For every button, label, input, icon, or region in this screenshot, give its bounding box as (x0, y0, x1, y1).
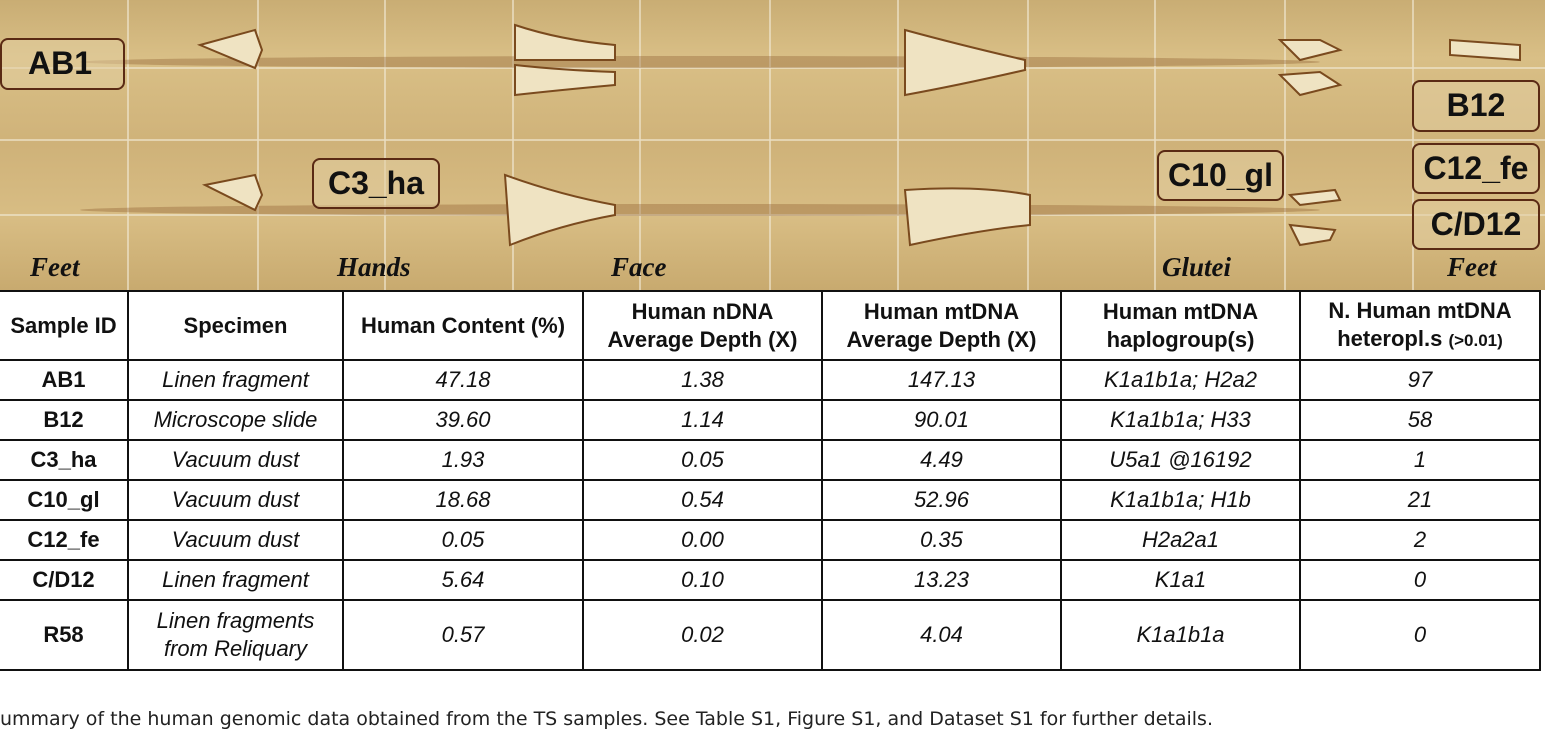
table-cell: 0.05 (342, 519, 584, 561)
sample-tag: AB1 (0, 38, 125, 90)
table-cell: Linen fragment (127, 559, 344, 601)
sample-tag: C/D12 (1412, 199, 1540, 250)
table-cell: Microscope slide (127, 399, 344, 441)
table-cell: H2a2a1 (1060, 519, 1301, 561)
region-label: Feet (30, 252, 80, 282)
table-cell: C10_gl (0, 479, 129, 521)
table-cell: 0 (1299, 599, 1541, 671)
sample-tag: C12_fe (1412, 143, 1540, 194)
table-cell: 1.93 (342, 439, 584, 481)
table-cell: Vacuum dust (127, 479, 344, 521)
table-cell: 147.13 (821, 359, 1062, 401)
table-cell: 1.14 (582, 399, 823, 441)
table-cell: Vacuum dust (127, 439, 344, 481)
table-cell: Linen fragments from Reliquary (127, 599, 344, 671)
genomic-table: Sample ID Specimen Human Content (%) Human … (0, 290, 1541, 671)
header-text: N. Human mtDNA heteropl.s (1328, 297, 1512, 351)
table-row: C3_ha Vacuum dust 1.93 0.05 4.49 U5a1 @16192 1 (0, 439, 1541, 481)
table-cell: Linen fragment (127, 359, 344, 401)
table-cell: K1a1b1a; H2a2 (1060, 359, 1301, 401)
table-cell: 21 (1299, 479, 1541, 521)
table-cell: 0.35 (821, 519, 1062, 561)
table-cell: 4.49 (821, 439, 1062, 481)
table-cell: 0.54 (582, 479, 823, 521)
table-cell: 52.96 (821, 479, 1062, 521)
table-cell: 0.02 (582, 599, 823, 671)
table-cell: 47.18 (342, 359, 584, 401)
header-cell: Sample ID (0, 290, 129, 361)
table-cell: B12 (0, 399, 129, 441)
table-row: C/D12 Linen fragment 5.64 0.10 13.23 K1a1 0 (0, 559, 1541, 601)
table-cell: Vacuum dust (127, 519, 344, 561)
table-cell: K1a1b1a; H33 (1060, 399, 1301, 441)
header-note: (>0.01) (1448, 330, 1503, 350)
caption: ummary of the human genomic data obtaine… (0, 708, 1213, 730)
region-label: Face (611, 252, 667, 282)
table-cell: 97 (1299, 359, 1541, 401)
table-cell: 4.04 (821, 599, 1062, 671)
table-cell: C/D12 (0, 559, 129, 601)
region-label: Feet (1447, 252, 1497, 282)
header-cell: Human mtDNA haplogroup(s) (1060, 290, 1301, 361)
table-cell: 18.68 (342, 479, 584, 521)
table-cell: 0.05 (582, 439, 823, 481)
table-row: C10_gl Vacuum dust 18.68 0.54 52.96 K1a1b1a; … (0, 479, 1541, 521)
table-row: R58 Linen fragments from Reliquary 0.57 0.0… (0, 599, 1541, 671)
table-cell: 13.23 (821, 559, 1062, 601)
table-row: B12 Microscope slide 39.60 1.14 90.01 K1a1b1a… (0, 399, 1541, 441)
table-cell: 0.00 (582, 519, 823, 561)
table-cell: 2 (1299, 519, 1541, 561)
table-cell: 0.10 (582, 559, 823, 601)
sample-tag: C3_ha (312, 158, 440, 209)
table-cell: 5.64 (342, 559, 584, 601)
shroud-image: AB1 C3_ha C10_gl B12 C12_fe C/D12 Feet H… (0, 0, 1545, 290)
region-label: Glutei (1162, 252, 1232, 282)
table-cell: R58 (0, 599, 129, 671)
table-cell: K1a1b1a; H1b (1060, 479, 1301, 521)
table-row: AB1 Linen fragment 47.18 1.38 147.13 K1a1b1a;… (0, 359, 1541, 401)
header-row: Sample ID Specimen Human Content (%) Human … (0, 290, 1541, 361)
table-cell: K1a1b1a (1060, 599, 1301, 671)
header-cell: Human mtDNA Average Depth (X) (821, 290, 1062, 361)
table-cell: C12_fe (0, 519, 129, 561)
table-cell: 0 (1299, 559, 1541, 601)
sample-tag: B12 (1412, 80, 1540, 132)
header-cell: Human nDNA Average Depth (X) (582, 290, 823, 361)
sample-tag: C10_gl (1157, 150, 1284, 201)
table-cell: K1a1 (1060, 559, 1301, 601)
region-label: Hands (337, 252, 411, 282)
shroud-drawing (0, 0, 1545, 290)
table-cell: 1 (1299, 439, 1541, 481)
table-cell: U5a1 @16192 (1060, 439, 1301, 481)
header-cell: N. Human mtDNA heteropl.s (>0.01) (1299, 290, 1541, 361)
table-row: C12_fe Vacuum dust 0.05 0.00 0.35 H2a2a1 2 (0, 519, 1541, 561)
header-cell: Specimen (127, 290, 344, 361)
table-cell: 90.01 (821, 399, 1062, 441)
table-cell: AB1 (0, 359, 129, 401)
table-cell: 1.38 (582, 359, 823, 401)
table-cell: 58 (1299, 399, 1541, 441)
table-cell: C3_ha (0, 439, 129, 481)
table-cell: 39.60 (342, 399, 584, 441)
table-cell: 0.57 (342, 599, 584, 671)
header-cell: Human Content (%) (342, 290, 584, 361)
